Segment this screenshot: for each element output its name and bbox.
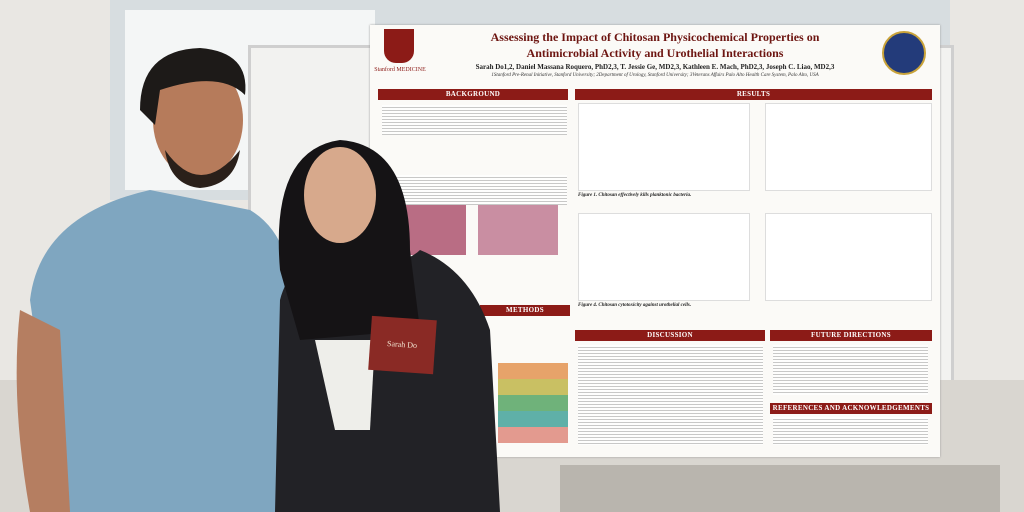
figure-panel — [578, 103, 750, 191]
face — [153, 62, 243, 178]
body-text — [382, 175, 567, 205]
body-text — [578, 345, 763, 445]
badge-name: Sarah Do — [387, 339, 418, 350]
name-badge — [368, 315, 437, 375]
micrograph — [478, 205, 558, 255]
body-text — [773, 417, 928, 445]
figure-caption: Figure 1. Chitosan effectively kills pla… — [578, 193, 692, 198]
section-header: RESULTS — [575, 89, 932, 100]
affiliations: 1Stanford Pre-Renal Initiative, Stanford… — [491, 73, 819, 78]
micrograph — [404, 205, 466, 255]
table-graphic — [498, 363, 568, 443]
top — [315, 340, 375, 430]
figure-panel — [765, 103, 932, 191]
arm — [16, 310, 71, 512]
authors: Sarah Do1,2, Daniel Massana Roquero, PhD… — [475, 63, 835, 71]
body-text — [382, 105, 567, 135]
title: Assessing the Impact of Chitosan Physico… — [490, 30, 820, 44]
section-header: BACKGROUND — [378, 89, 568, 100]
logo-text: Stanford MEDICINE — [374, 67, 426, 73]
figure-panel — [578, 213, 750, 301]
beard — [165, 150, 240, 188]
poster: Stanford MEDICINE Assessing the Impact o… — [370, 25, 940, 457]
body-text — [773, 345, 928, 395]
va-seal — [882, 31, 926, 75]
section-header: FUTURE DIRECTIONS — [770, 330, 932, 341]
scrubs — [30, 190, 300, 512]
figure-panel — [765, 213, 932, 301]
logo-shield — [384, 29, 414, 63]
section-header: REFERENCES AND ACKNOWLEDGEMENTS — [770, 403, 932, 414]
section-header: METHODS — [480, 305, 570, 316]
figure-caption: Figure 4. Chitosan cytotoxicity against … — [578, 303, 692, 308]
hair — [140, 48, 246, 125]
title: Antimicrobial Activity and Urothelial In… — [526, 46, 784, 60]
face — [304, 147, 376, 243]
section-header: DISCUSSION — [575, 330, 765, 341]
table — [560, 465, 1000, 512]
